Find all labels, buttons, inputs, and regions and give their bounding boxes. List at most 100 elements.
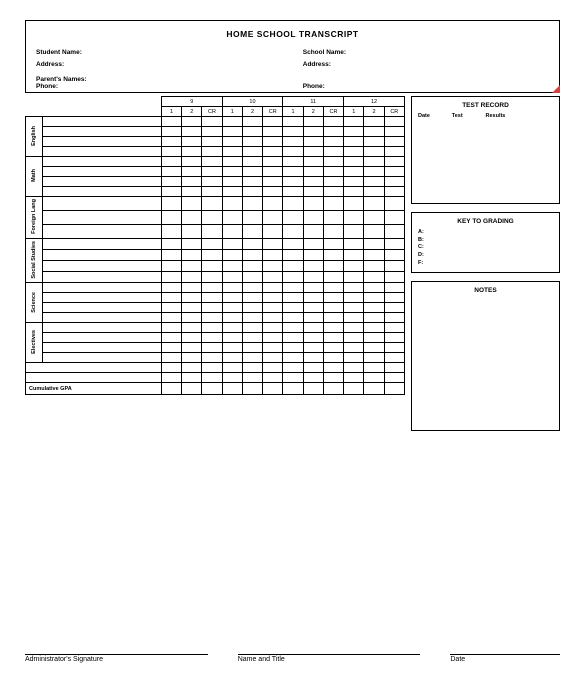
grade-cell: [222, 127, 242, 137]
grade-cell: [161, 117, 181, 127]
grade-cell: [384, 167, 404, 177]
grade-cell: [263, 353, 283, 363]
grade-cell: [344, 224, 364, 238]
grade-cell: [344, 293, 364, 303]
grade-cell: [344, 249, 364, 260]
subcol-header: CR: [263, 107, 283, 117]
grade-cell: [222, 272, 242, 283]
grade-cell: [323, 187, 343, 197]
grade-cell: [161, 177, 181, 187]
grade-cell: [242, 261, 262, 272]
grade-cell: [222, 249, 242, 260]
grade-cell: [242, 283, 262, 293]
grade-cell: [283, 313, 303, 323]
grade-cell: [222, 353, 242, 363]
grade-cell: [303, 187, 323, 197]
grade-cell: [323, 238, 343, 249]
grade-cell: [303, 303, 323, 313]
grade-cell: [202, 293, 222, 303]
course-cell: [42, 333, 161, 343]
grade-cell: [344, 157, 364, 167]
grade-cell: [283, 210, 303, 224]
subcol-header: 1: [161, 107, 181, 117]
grade-cell: [202, 147, 222, 157]
page-title: HOME SCHOOL TRANSCRIPT: [36, 29, 549, 39]
name-title-field: Name and Title: [238, 654, 421, 663]
grade-cell: [242, 167, 262, 177]
grade-cell: [323, 157, 343, 167]
grade-cell: [344, 343, 364, 353]
grade-cell: [364, 137, 384, 147]
course-cell: [42, 303, 161, 313]
grade-key-b: B:: [418, 237, 553, 245]
grade-cell: [283, 283, 303, 293]
grade-cell: [323, 333, 343, 343]
grade-cell: [161, 313, 181, 323]
subcol-header: 1: [222, 107, 242, 117]
grade-cell: [182, 303, 202, 313]
date-field: Date: [450, 654, 560, 663]
grade-cell: [364, 343, 384, 353]
grade-cell: [242, 224, 262, 238]
grade-cell: [344, 313, 364, 323]
grade-cell: [344, 333, 364, 343]
grade-cell: [222, 238, 242, 249]
course-cell: [42, 167, 161, 177]
grade-cell: [344, 137, 364, 147]
grade-cell: [242, 187, 262, 197]
grade-cell: [283, 353, 303, 363]
grade-cell: [283, 224, 303, 238]
subcol-header: 2: [364, 107, 384, 117]
grade-cell: [303, 177, 323, 187]
grade-cell: [263, 343, 283, 353]
grade-key-a: A:: [418, 229, 553, 237]
grade-cell: [283, 333, 303, 343]
grade-cell: [344, 272, 364, 283]
grade-cell: [303, 333, 323, 343]
grade-cell: [263, 224, 283, 238]
course-cell: [42, 157, 161, 167]
grade-cell: [384, 147, 404, 157]
subcol-header: 1: [344, 107, 364, 117]
grade-cell: [161, 333, 181, 343]
grade-cell: [364, 197, 384, 211]
grade-cell: [242, 127, 262, 137]
test-record-title: TEST RECORD: [418, 102, 553, 109]
grade-cell: [283, 197, 303, 211]
grade-cell: [161, 137, 181, 147]
grade-cell: [364, 127, 384, 137]
grade-cell: [263, 147, 283, 157]
grade-cell: [344, 283, 364, 293]
grade-cell: [202, 313, 222, 323]
grade-cell: [161, 224, 181, 238]
grade-cell: [384, 127, 404, 137]
grade-cell: [161, 167, 181, 177]
grade-cell: [323, 127, 343, 137]
grade-cell: [344, 197, 364, 211]
grade-cell: [303, 167, 323, 177]
grade-cell: [323, 303, 343, 313]
grade-cell: [182, 249, 202, 260]
grade-cell: [303, 224, 323, 238]
grade-cell: [242, 323, 262, 333]
grade-cell: [202, 343, 222, 353]
course-cell: [42, 283, 161, 293]
address-right-label: Address:: [303, 61, 549, 68]
grade-cell: [283, 261, 303, 272]
grade-cell: [384, 303, 404, 313]
grade-cell: [364, 167, 384, 177]
subject-label: Foreign Lang: [26, 197, 43, 239]
test-col-results: Results: [486, 113, 554, 119]
grade-cell: [323, 343, 343, 353]
course-cell: [42, 147, 161, 157]
grade-cell: [242, 333, 262, 343]
grade-cell: [242, 197, 262, 211]
grade-cell: [222, 261, 242, 272]
parents-label: Parent's Names:: [36, 76, 303, 83]
grade-cell: [222, 333, 242, 343]
grade-cell: [303, 210, 323, 224]
grade-cell: [202, 167, 222, 177]
grade-cell: [323, 224, 343, 238]
grade-cell: [202, 187, 222, 197]
grade-cell: [182, 323, 202, 333]
